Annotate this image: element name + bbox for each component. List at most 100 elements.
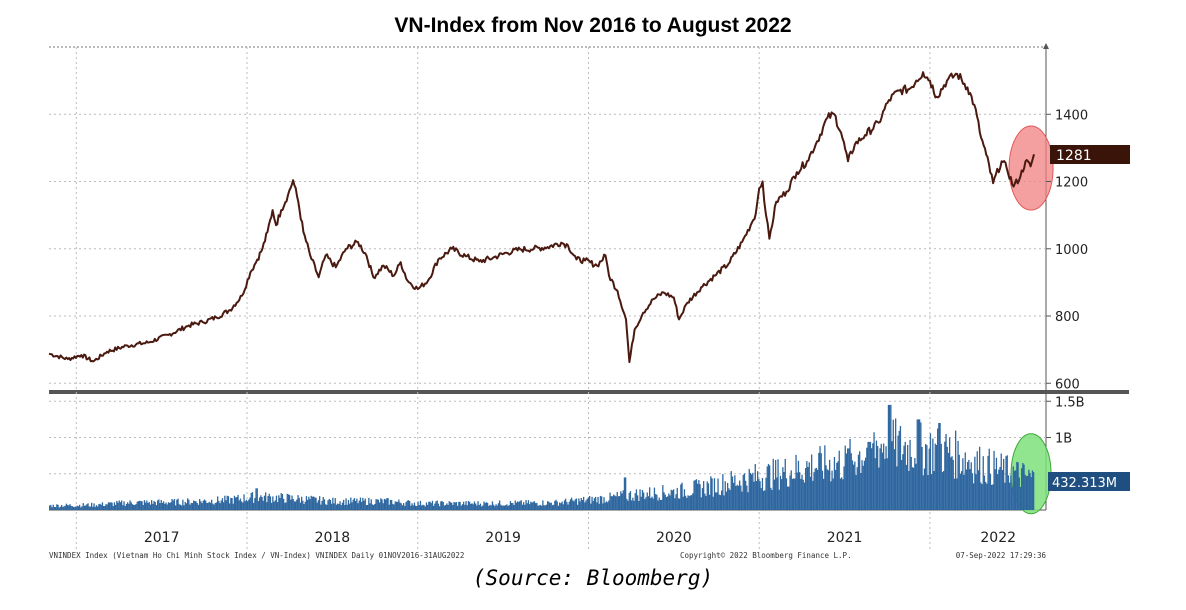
volume-bar	[797, 460, 800, 510]
volume-bar	[862, 465, 864, 510]
volume-bar	[297, 495, 299, 510]
volume-bar	[381, 499, 383, 510]
volume-bar	[334, 498, 336, 510]
volume-bar	[1021, 468, 1023, 510]
volume-bar	[854, 461, 856, 510]
volume-bar	[605, 501, 608, 510]
volume-bar	[415, 505, 417, 510]
volume-bar	[728, 488, 730, 510]
volume-bar	[453, 501, 455, 510]
volume-bar	[999, 466, 1001, 510]
volume-bar	[763, 490, 765, 510]
volume-bar	[495, 504, 497, 510]
volume-bar	[637, 495, 639, 510]
volume-bar	[755, 481, 758, 510]
volume-bar	[796, 472, 798, 510]
volume-bar	[983, 475, 986, 510]
volume-bar	[136, 501, 138, 510]
volume-bar	[962, 458, 964, 510]
volume-bar	[124, 506, 126, 510]
volume-bar	[548, 501, 550, 510]
volume-bar	[631, 500, 633, 510]
volume-bar	[859, 451, 861, 510]
volume-bar	[195, 501, 197, 510]
volume-bar	[925, 444, 927, 510]
volume-bar	[299, 502, 302, 510]
volume-bar	[413, 502, 416, 510]
volume-bar	[433, 505, 435, 510]
volume-bar	[571, 497, 573, 510]
year-label: 2021	[827, 530, 863, 546]
volume-bar	[838, 450, 840, 510]
volume-bar	[76, 505, 78, 510]
volume-bar	[116, 500, 118, 510]
volume-bar	[527, 500, 530, 510]
volume-bar	[721, 490, 723, 510]
volume-bar	[788, 486, 790, 510]
volume-bar	[749, 472, 752, 510]
volume-bar	[922, 475, 924, 510]
volume-bar	[497, 503, 500, 510]
volume-bar	[343, 499, 345, 510]
volume-bar	[697, 483, 699, 510]
volume-bar	[1012, 466, 1014, 510]
volume-bar	[100, 504, 102, 510]
volume-bar	[458, 501, 460, 510]
volume-bar	[802, 479, 804, 510]
volume-bar	[430, 503, 432, 510]
volume-bar	[784, 459, 786, 510]
volume-bar	[873, 432, 875, 510]
volume-bar	[827, 470, 830, 510]
volume-bar	[347, 500, 350, 510]
volume-bar	[920, 422, 922, 510]
volume-bar	[658, 497, 660, 510]
volume-bar	[939, 423, 941, 510]
volume-bar	[1027, 475, 1029, 510]
volume-bar	[119, 502, 122, 510]
volume-bar	[847, 448, 849, 510]
volume-bar	[112, 506, 114, 510]
volume-bar	[81, 506, 83, 510]
volume-bar	[424, 506, 426, 510]
volume-bar	[1025, 476, 1028, 510]
volume-bar	[881, 452, 884, 510]
volume-bar	[950, 457, 952, 510]
volume-bar	[513, 505, 515, 510]
volume-bar	[241, 501, 243, 510]
volume-bar	[734, 475, 736, 510]
volume-bar	[645, 497, 647, 510]
volume-bar	[673, 489, 675, 510]
volume-bar	[707, 483, 710, 510]
volume-bar	[614, 495, 616, 510]
volume-bar	[529, 504, 531, 510]
volume-bar	[719, 495, 722, 510]
volume-bar	[949, 437, 951, 510]
volume-bar	[371, 504, 374, 510]
volume-bar	[603, 497, 605, 510]
volume-bar	[178, 504, 180, 510]
volume-bar	[591, 496, 593, 510]
volume-bar	[323, 499, 326, 510]
volume-bar	[959, 473, 962, 510]
volume-bar	[484, 502, 486, 510]
volume-axis-ticks: 1.5B 1B	[1046, 395, 1085, 447]
volume-bar	[212, 503, 214, 510]
volume-bar	[712, 496, 714, 510]
volume-bar	[973, 483, 975, 510]
volume-bar	[321, 500, 323, 510]
volume-bar	[640, 496, 642, 510]
volume-bar	[736, 484, 738, 510]
volume-bar	[184, 502, 186, 510]
volume-bar	[589, 496, 591, 510]
volume-bar	[290, 499, 292, 510]
volume-bar	[339, 501, 341, 510]
volume-bar	[523, 502, 525, 510]
volume-bar	[717, 478, 719, 510]
volume-bar	[229, 503, 231, 510]
volume-bar	[657, 500, 659, 510]
volume-bar	[554, 500, 556, 510]
volume-bar	[508, 505, 510, 510]
volume-bar	[701, 488, 704, 510]
volume-bar	[526, 503, 528, 510]
volume-bar	[386, 498, 388, 510]
